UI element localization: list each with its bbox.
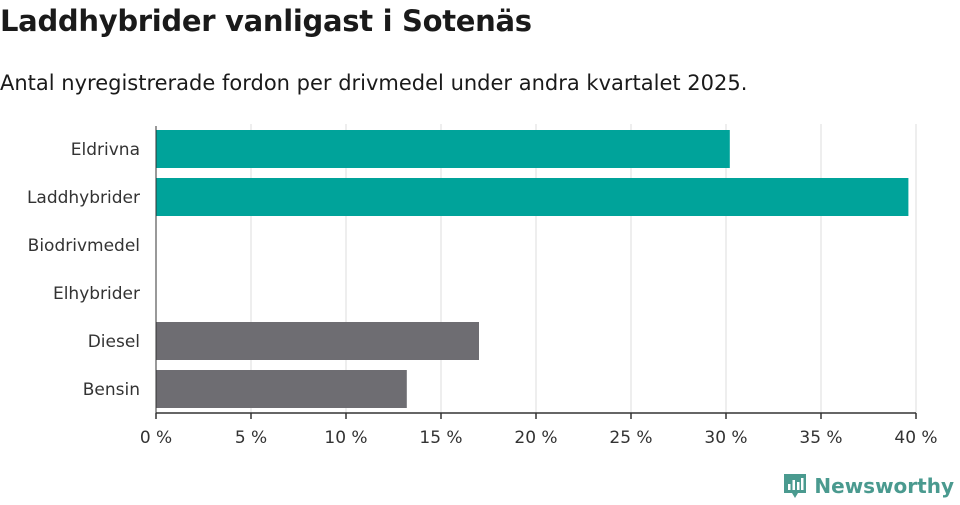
category-label-diesel: Diesel (88, 332, 140, 352)
chart-title: Laddhybrider vanligast i Sotenäs (0, 4, 532, 38)
x-tick-label-7: 35 % (799, 428, 842, 448)
category-label-biodrivmedel: Biodrivmedel (28, 236, 140, 256)
bar-laddhybrider (156, 178, 909, 216)
x-tick-label-6: 30 % (704, 428, 747, 448)
category-label-elhybrider: Elhybrider (53, 284, 140, 304)
bar-bensin (156, 370, 407, 408)
x-tick-label-4: 20 % (514, 428, 557, 448)
x-tick-label-8: 40 % (894, 428, 937, 448)
x-tick-label-5: 25 % (609, 428, 652, 448)
category-label-laddhybrider: Laddhybrider (27, 188, 140, 208)
category-label-eldrivna: Eldrivna (71, 140, 140, 160)
bar-diesel (156, 322, 479, 360)
brand: Newsworthy (782, 472, 954, 500)
category-label-bensin: Bensin (83, 380, 140, 400)
bar-eldrivna (156, 130, 730, 168)
x-tick-label-3: 15 % (419, 428, 462, 448)
newsworthy-logo-icon (784, 474, 807, 498)
x-tick-label-2: 10 % (324, 428, 367, 448)
brand-name: Newsworthy (814, 474, 954, 498)
chart-subtitle: Antal nyregistrerade fordon per drivmede… (0, 71, 748, 95)
x-tick-label-1: 5 % (235, 428, 267, 448)
x-tick-label-0: 0 % (140, 428, 172, 448)
